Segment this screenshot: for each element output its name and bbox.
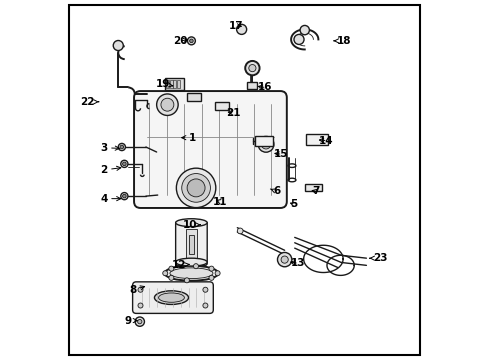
Text: 2: 2 — [100, 165, 121, 175]
Circle shape — [184, 278, 189, 283]
Circle shape — [261, 140, 270, 149]
Circle shape — [236, 24, 246, 35]
FancyBboxPatch shape — [177, 80, 180, 88]
Circle shape — [163, 271, 167, 276]
FancyBboxPatch shape — [169, 80, 172, 88]
Circle shape — [248, 64, 255, 72]
Circle shape — [293, 35, 304, 44]
Ellipse shape — [158, 293, 184, 302]
FancyBboxPatch shape — [185, 229, 197, 258]
FancyBboxPatch shape — [305, 184, 321, 192]
FancyBboxPatch shape — [164, 78, 183, 90]
Ellipse shape — [169, 268, 212, 279]
Text: 12: 12 — [172, 260, 189, 270]
Circle shape — [203, 303, 207, 308]
Circle shape — [203, 287, 207, 292]
Circle shape — [121, 160, 128, 167]
FancyBboxPatch shape — [247, 82, 257, 89]
Circle shape — [113, 41, 123, 50]
Circle shape — [300, 26, 309, 35]
Circle shape — [168, 266, 174, 271]
Circle shape — [237, 228, 243, 234]
FancyBboxPatch shape — [255, 135, 273, 145]
Text: 20: 20 — [173, 36, 187, 46]
FancyBboxPatch shape — [166, 80, 169, 88]
FancyBboxPatch shape — [173, 80, 176, 88]
Circle shape — [182, 174, 210, 202]
Ellipse shape — [154, 291, 188, 305]
Circle shape — [187, 179, 204, 197]
Circle shape — [120, 145, 123, 149]
FancyBboxPatch shape — [215, 102, 229, 110]
Circle shape — [215, 271, 220, 276]
Text: 22: 22 — [80, 97, 99, 107]
Circle shape — [244, 61, 259, 75]
Circle shape — [122, 194, 126, 198]
Text: 1: 1 — [182, 133, 196, 143]
FancyBboxPatch shape — [305, 134, 328, 145]
Text: 3: 3 — [100, 143, 119, 153]
Text: 19: 19 — [155, 79, 172, 89]
Circle shape — [168, 275, 174, 280]
Text: 21: 21 — [225, 108, 240, 118]
Text: 17: 17 — [229, 21, 244, 31]
Circle shape — [118, 143, 125, 150]
Text: 13: 13 — [290, 258, 304, 268]
Text: 18: 18 — [333, 36, 351, 46]
Circle shape — [187, 37, 195, 45]
Text: 6: 6 — [270, 186, 280, 197]
Circle shape — [138, 303, 142, 308]
Ellipse shape — [164, 266, 218, 281]
Text: 8: 8 — [129, 285, 144, 296]
Text: 4: 4 — [100, 194, 121, 204]
Circle shape — [161, 98, 174, 111]
Circle shape — [258, 136, 273, 152]
Circle shape — [193, 264, 198, 269]
Ellipse shape — [175, 219, 207, 226]
Text: 15: 15 — [273, 149, 288, 159]
Text: 5: 5 — [290, 199, 297, 210]
Text: 9: 9 — [124, 316, 137, 325]
Text: 7: 7 — [311, 186, 319, 197]
Circle shape — [138, 287, 142, 292]
Text: 11: 11 — [212, 197, 227, 207]
Text: 23: 23 — [369, 253, 386, 263]
Text: 10: 10 — [183, 220, 200, 230]
Circle shape — [208, 266, 214, 271]
Circle shape — [189, 39, 193, 42]
Circle shape — [277, 252, 291, 267]
Circle shape — [156, 94, 178, 116]
Text: 16: 16 — [258, 82, 272, 93]
FancyBboxPatch shape — [175, 222, 207, 265]
Circle shape — [122, 162, 126, 166]
Circle shape — [176, 168, 215, 208]
Circle shape — [121, 193, 128, 200]
Circle shape — [135, 317, 144, 326]
FancyBboxPatch shape — [187, 93, 201, 101]
FancyBboxPatch shape — [134, 91, 286, 208]
Ellipse shape — [175, 258, 207, 266]
Circle shape — [137, 319, 142, 324]
FancyBboxPatch shape — [132, 282, 213, 314]
Text: 14: 14 — [318, 136, 333, 145]
Circle shape — [208, 275, 214, 280]
Circle shape — [281, 256, 287, 263]
FancyBboxPatch shape — [188, 234, 194, 254]
